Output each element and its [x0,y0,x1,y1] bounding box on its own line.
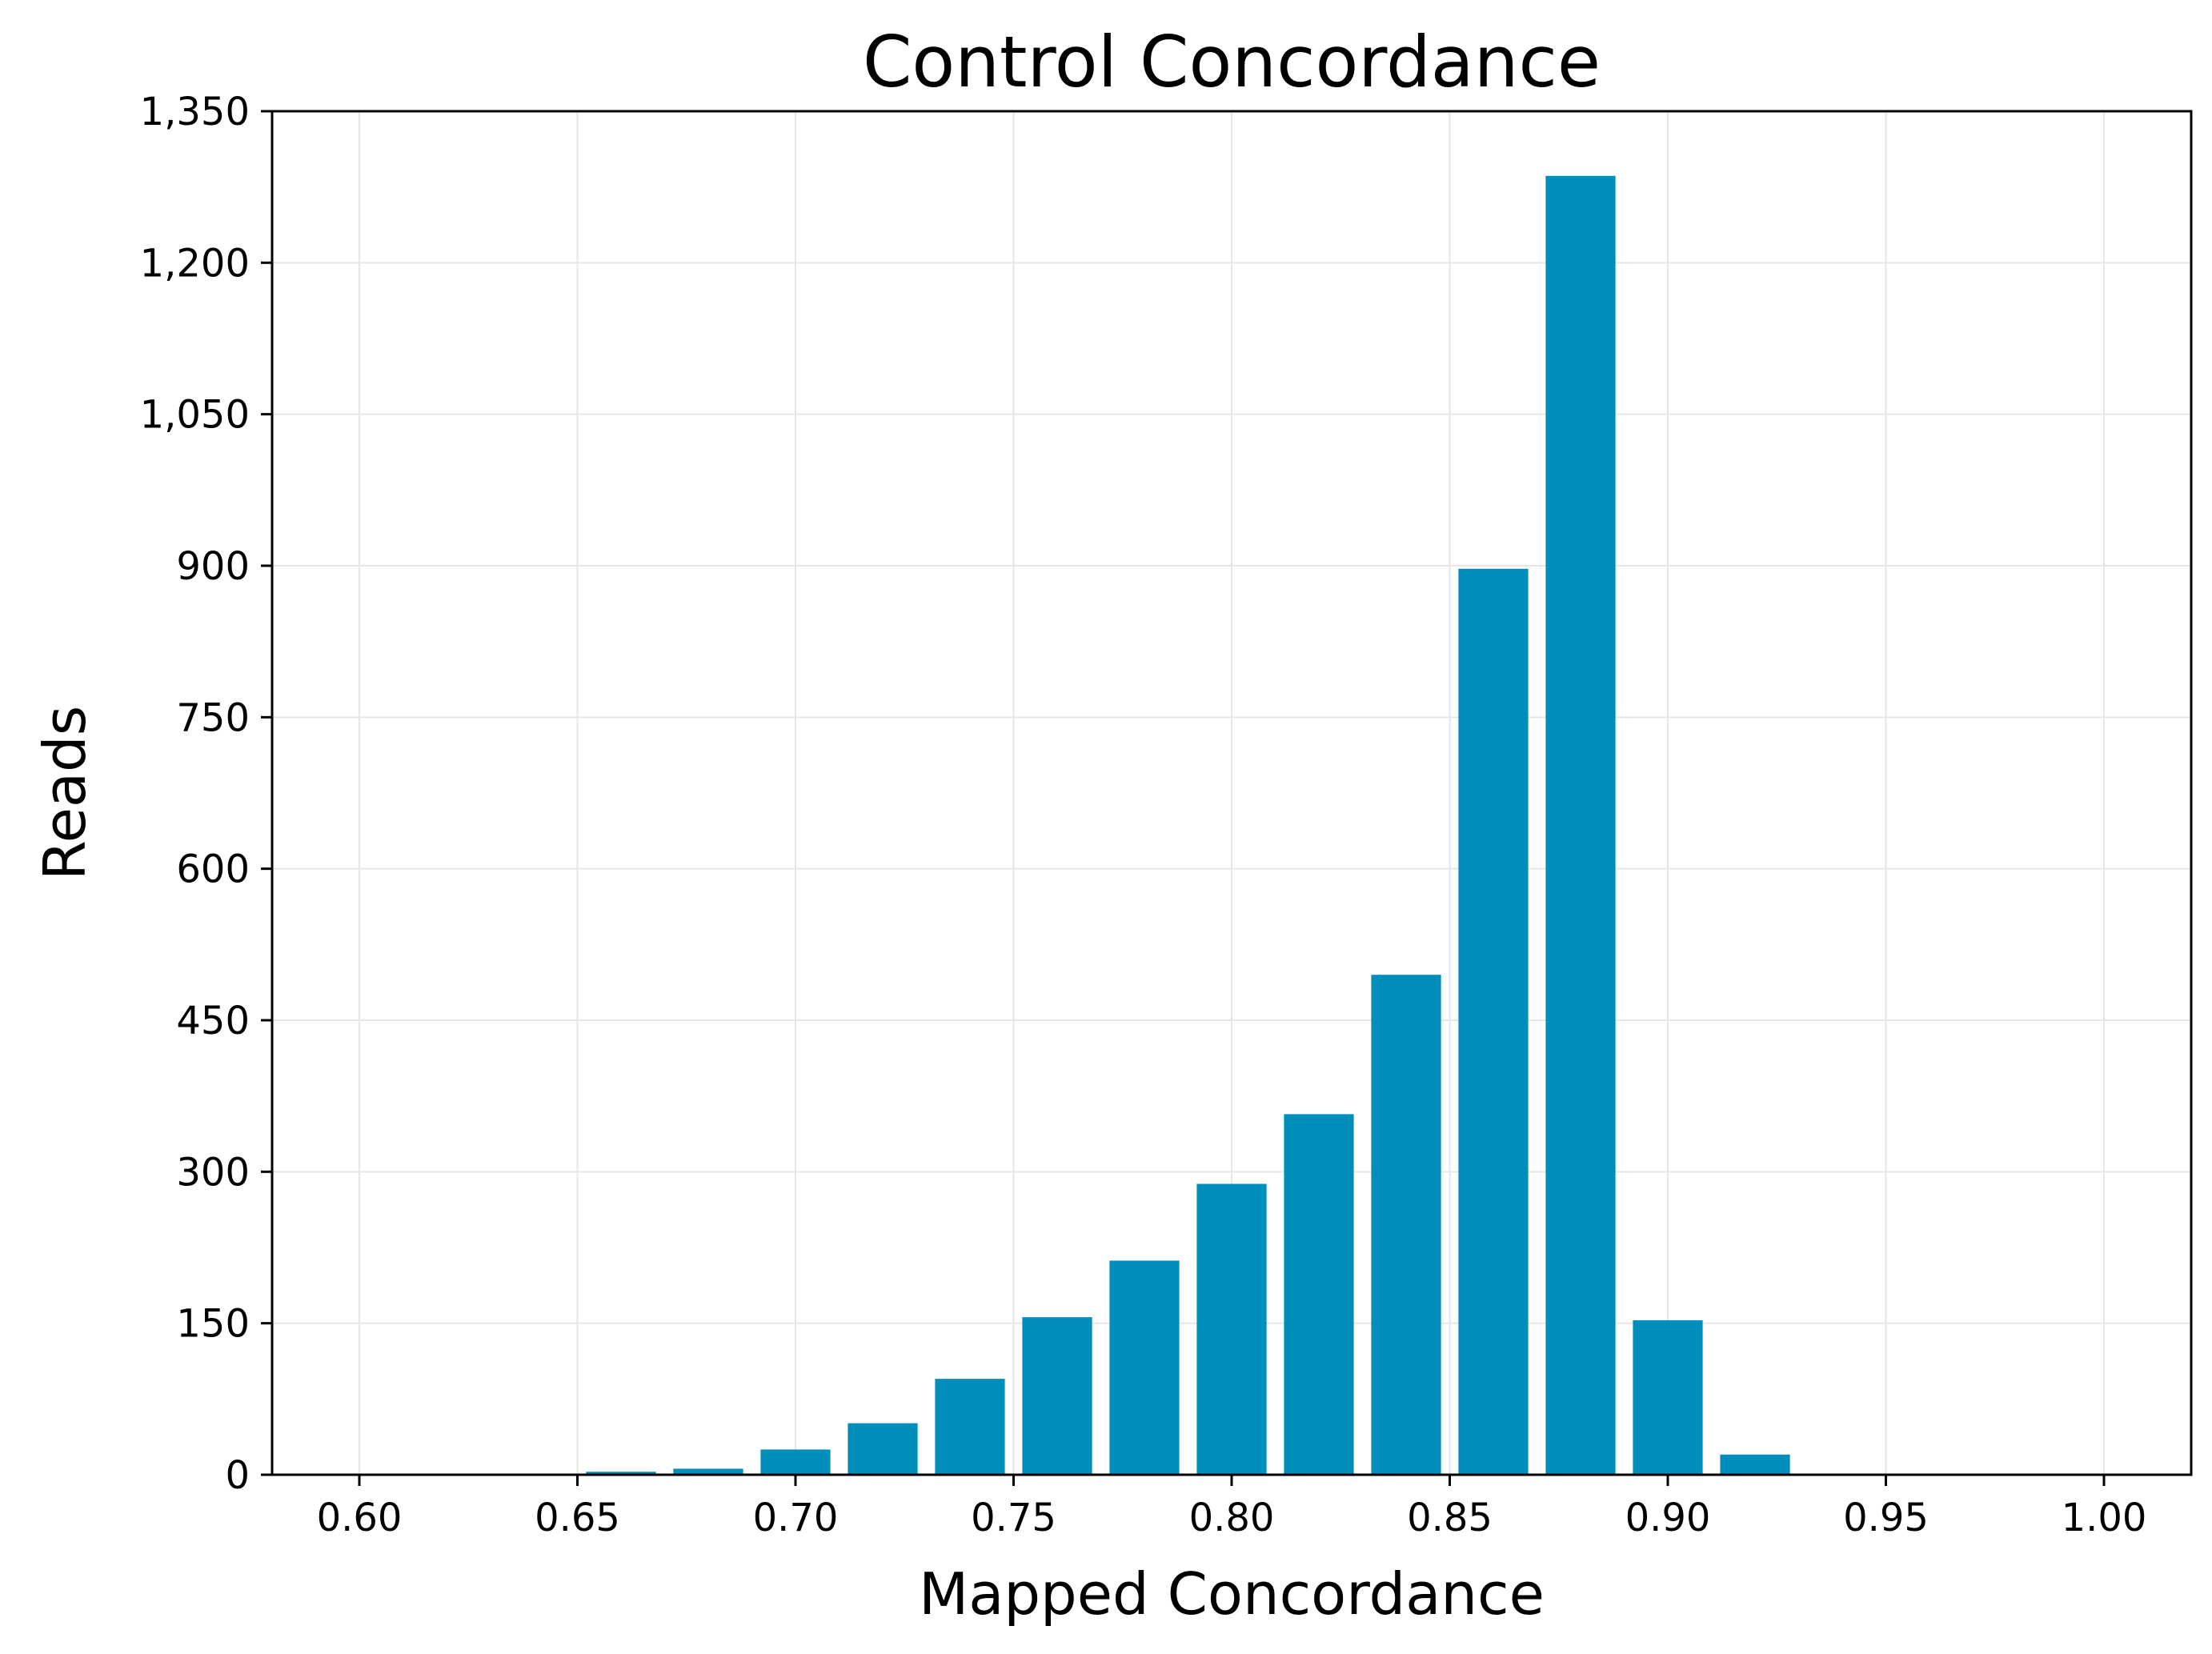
y-tick-label: 1,200 [140,241,250,286]
x-tick-label: 0.65 [535,1496,620,1540]
bar [1196,1183,1267,1475]
bar [1458,568,1529,1476]
bar [1109,1260,1180,1475]
bar [1371,975,1441,1475]
x-tick-label: 1.00 [2062,1496,2147,1540]
bar [586,1472,656,1475]
x-tick-label: 0.80 [1189,1496,1275,1540]
chart-title: Control Concordance [863,21,1601,103]
y-tick-label: 1,350 [140,90,250,134]
x-tick-label: 0.75 [971,1496,1056,1540]
y-tick-label: 900 [176,544,250,589]
x-axis-ticks: 0.60 0.65 0.70 0.75 0.80 0.85 0.90 0.95 1.00 [317,1475,2147,1540]
x-tick-label: 0.90 [1625,1496,1711,1540]
bar [760,1449,831,1475]
y-tick-label: 150 [176,1302,250,1347]
y-tick-label: 0 [225,1453,250,1498]
bar [1720,1454,1790,1475]
y-tick-label: 450 [176,999,250,1043]
y-axis-label: Reads [31,706,98,880]
y-axis-ticks: 0 150 300 450 600 750 900 1,050 1,200 1,350 [140,90,272,1498]
y-tick-label: 300 [176,1150,250,1195]
bar [1545,175,1616,1475]
bar [673,1468,743,1475]
bars [586,175,1790,1476]
x-tick-label: 0.95 [1843,1496,1929,1540]
y-tick-label: 1,050 [140,393,250,438]
grid-lines [272,110,2191,1476]
bar [1633,1320,1703,1475]
x-tick-label: 0.70 [753,1496,839,1540]
bar [1284,1114,1354,1475]
x-tick-label: 0.85 [1407,1496,1493,1540]
y-tick-label: 750 [176,695,250,740]
x-tick-label: 0.60 [317,1496,403,1540]
bar [848,1423,918,1475]
bar [1022,1317,1092,1475]
x-axis-label: Mapped Concordance [919,1560,1545,1628]
bar [935,1379,1005,1475]
y-tick-label: 600 [176,847,250,892]
